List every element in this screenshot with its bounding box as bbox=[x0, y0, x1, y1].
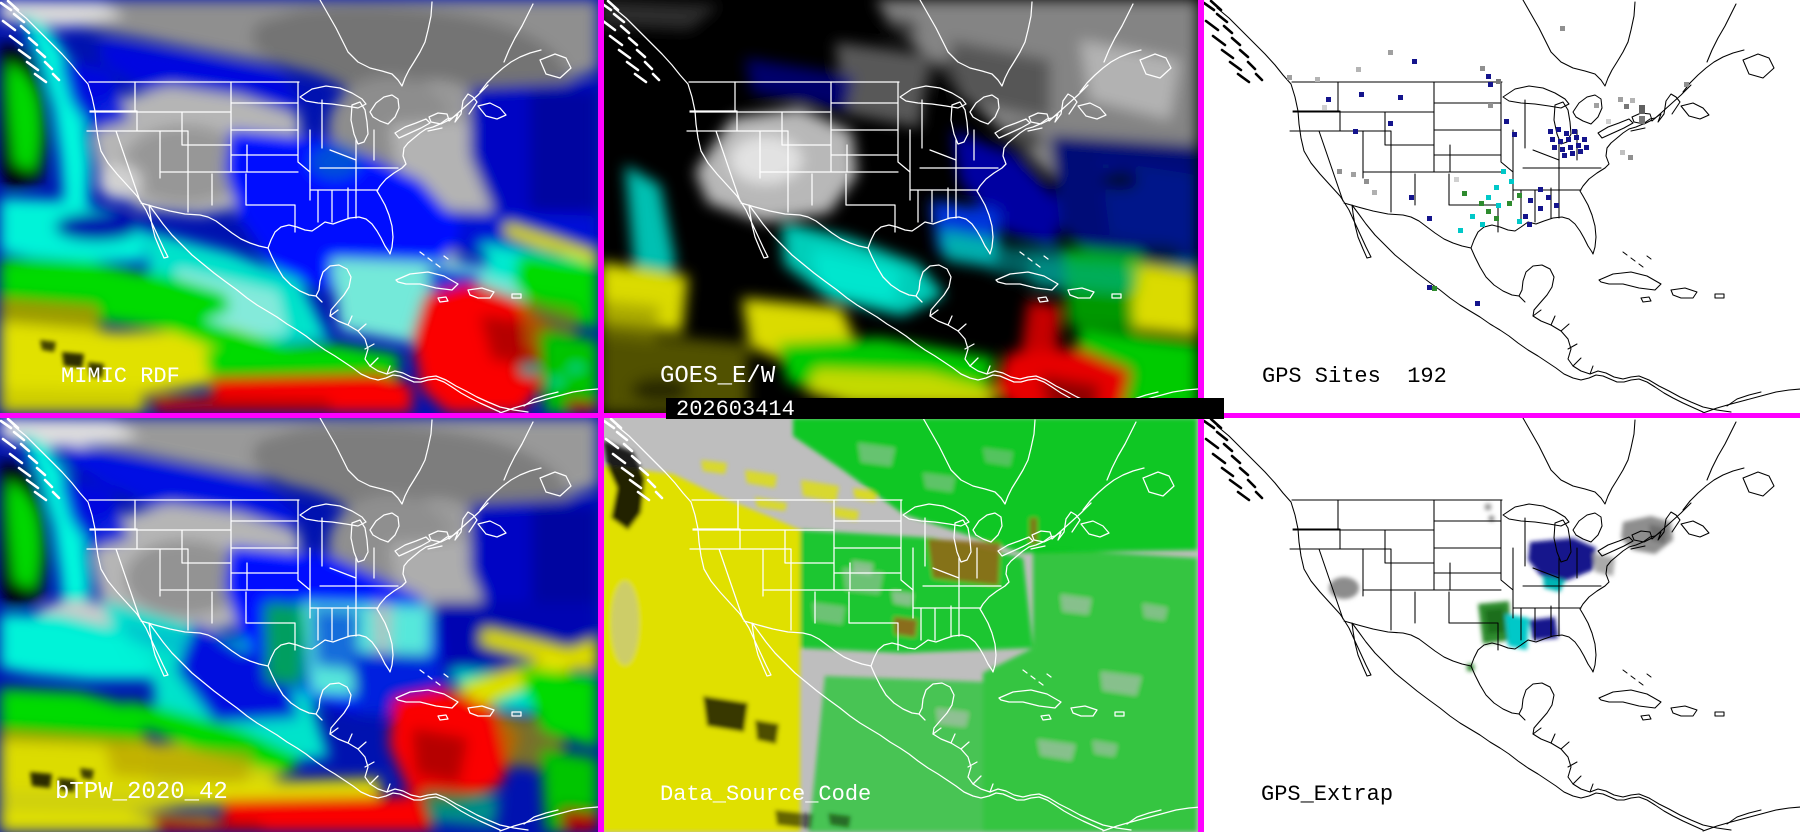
svg-text:GPS Sites 192: GPS Sites 192 bbox=[1262, 364, 1447, 389]
svg-text:Data_Source_Code: Data_Source_Code bbox=[660, 782, 871, 807]
svg-text:202603414: 202603414 bbox=[676, 397, 795, 422]
svg-text:GOES_E/W: GOES_E/W bbox=[660, 363, 776, 390]
svg-text:bTPW_2020_42: bTPW_2020_42 bbox=[55, 779, 228, 806]
svg-text:MIMIC RDF: MIMIC RDF bbox=[61, 364, 180, 389]
svg-text:GPS_Extrap: GPS_Extrap bbox=[1261, 782, 1393, 807]
